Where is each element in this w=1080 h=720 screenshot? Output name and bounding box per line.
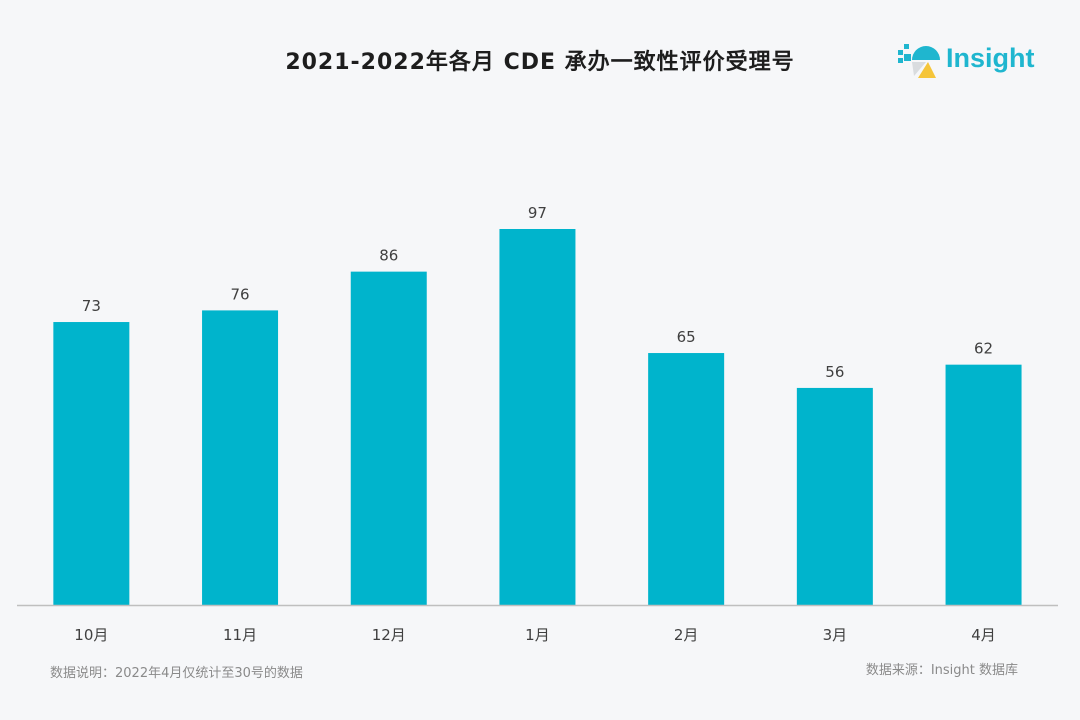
- data-label: 76: [231, 285, 250, 303]
- category-label: 3月: [823, 626, 848, 644]
- category-label: 1月: [525, 626, 550, 644]
- data-label: 86: [379, 247, 398, 265]
- bar-2月: [648, 353, 725, 605]
- data-note: 数据说明：2022年4月仅统计至30号的数据: [50, 666, 303, 681]
- chart-title: 2021-2022年各月 CDE 承办一致性评价受理号: [285, 50, 795, 75]
- category-label: 10月: [74, 626, 108, 644]
- logo-text: Insight: [946, 42, 1035, 73]
- insight-logo-icon: [898, 44, 940, 78]
- bar-1月: [499, 229, 576, 605]
- data-label: 62: [974, 340, 993, 358]
- category-label: 2月: [674, 626, 699, 644]
- bar-4月: [945, 364, 1022, 605]
- bar-3月: [796, 387, 873, 605]
- data-label: 65: [677, 328, 696, 346]
- data-source: 数据来源：Insight 数据库: [865, 663, 1018, 678]
- category-label: 11月: [223, 626, 257, 644]
- insight-logo: Insight: [896, 36, 1035, 80]
- bar-12月: [350, 271, 427, 605]
- data-label: 73: [82, 297, 101, 315]
- category-label: 12月: [372, 626, 406, 644]
- bar-11月: [202, 310, 279, 605]
- bar-10月: [53, 322, 130, 605]
- category-label: 4月: [971, 626, 996, 644]
- data-label: 56: [825, 363, 844, 381]
- data-label: 97: [528, 204, 547, 222]
